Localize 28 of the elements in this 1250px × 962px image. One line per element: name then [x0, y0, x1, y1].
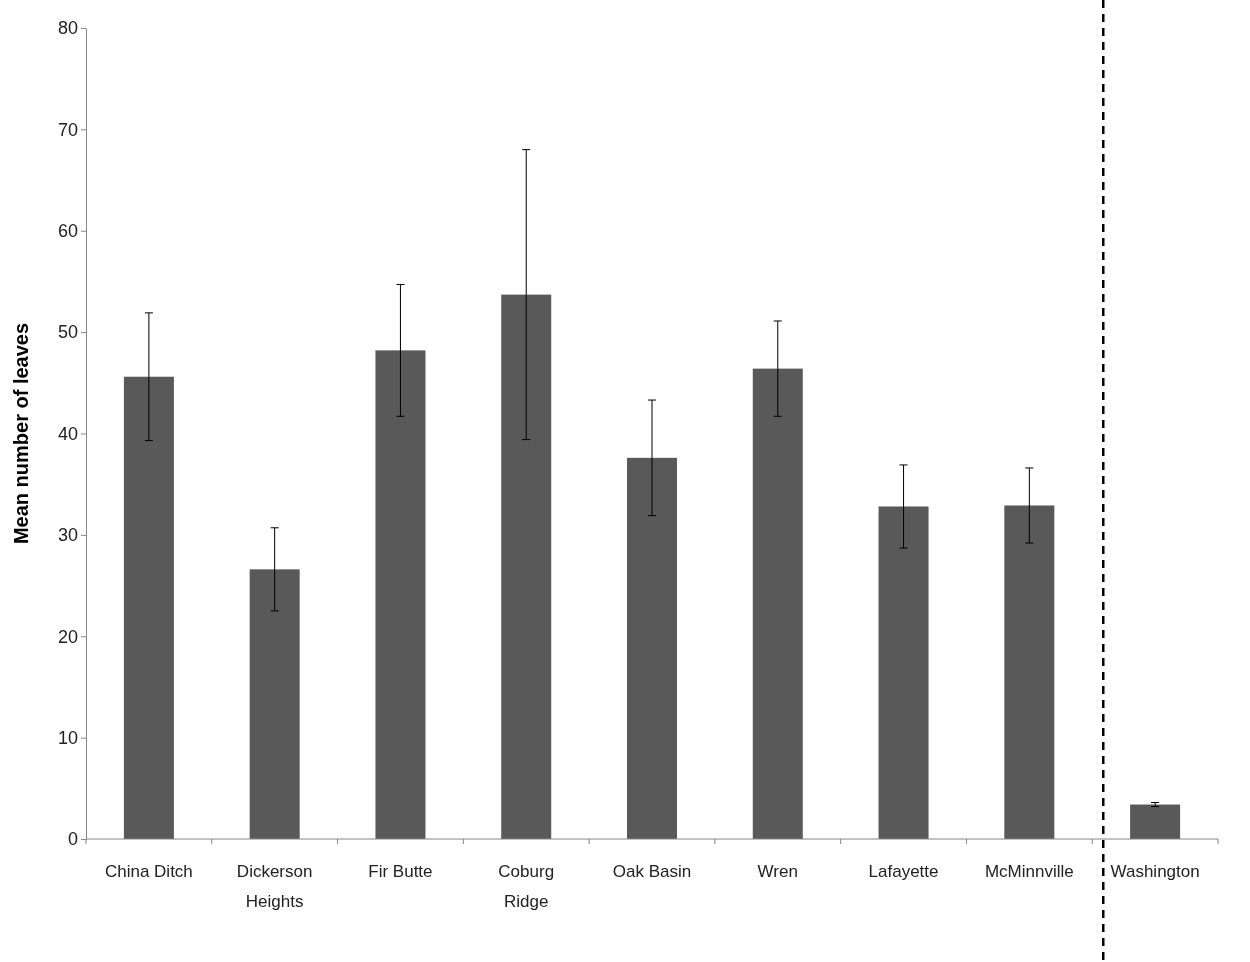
x-tick-label: Dickerson Heights	[236, 862, 313, 911]
y-tick-label: 40	[57, 423, 78, 444]
bar	[501, 294, 552, 839]
x-tick-label: Wren	[757, 862, 798, 881]
y-tick-label: 30	[57, 525, 78, 546]
x-tick-label: Fir Butte	[368, 862, 433, 881]
y-tick-label: 0	[67, 829, 78, 850]
bar	[249, 569, 300, 839]
bar	[1004, 505, 1055, 839]
x-tick-label: Washington	[1110, 862, 1200, 881]
bar	[375, 350, 426, 839]
bar	[627, 457, 677, 839]
y-tick-label: 10	[57, 727, 78, 748]
bar	[1130, 804, 1181, 839]
y-tick-label: 70	[57, 119, 78, 140]
x-tick-label: Lafayette	[868, 862, 939, 881]
bar	[878, 506, 929, 839]
bar	[752, 368, 803, 839]
x-tick-label: China Ditch	[104, 862, 193, 881]
y-axis-title: Mean number of leaves	[10, 322, 32, 545]
x-tick-label: Oak Basin	[612, 862, 692, 881]
y-tick-label: 20	[57, 626, 78, 647]
bar	[123, 376, 174, 839]
y-tick-label: 60	[57, 221, 78, 242]
y-tick-label: 50	[57, 322, 78, 343]
x-tick-label: McMinnville	[984, 862, 1074, 881]
x-tick-label: Coburg Ridge	[498, 862, 555, 911]
y-tick-label: 80	[57, 18, 78, 39]
